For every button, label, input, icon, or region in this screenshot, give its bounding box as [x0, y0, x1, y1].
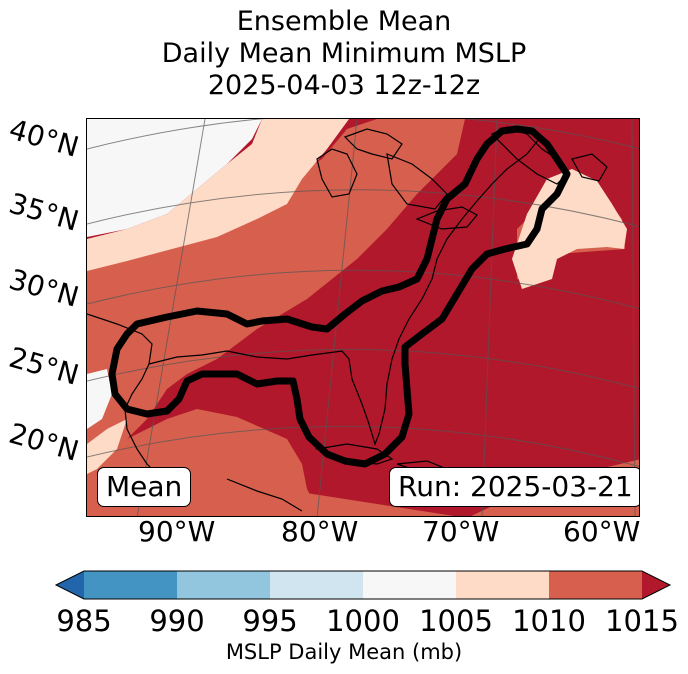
colorbar-tick-995: 995: [242, 604, 298, 638]
colorbar-tick-990: 990: [149, 604, 205, 638]
colorbar-bin-1010-1015: [549, 571, 642, 599]
mslp-contour: [108, 125, 571, 468]
mode-label: Mean: [97, 467, 192, 507]
map-panel: Mean Run: 2025-03-21: [86, 118, 640, 517]
colorbar-outline: [54, 570, 672, 600]
title-line-1: Ensemble Mean: [236, 6, 452, 37]
field-low: [87, 119, 349, 271]
lat-label-20: 20°N: [5, 416, 83, 468]
lon-label-70: 70°W: [422, 515, 500, 548]
colorbar-bin-1000-1005: [363, 571, 456, 599]
colorbar-tick-1000: 1000: [326, 604, 400, 638]
lon-label-80: 80°W: [281, 515, 359, 548]
field-very-low-sw: [87, 369, 112, 429]
field-low-sw: [87, 419, 127, 474]
colorbar: [54, 570, 672, 600]
colorbar-tick-1015: 1015: [605, 604, 679, 638]
run-label: Run: 2025-03-21: [389, 467, 639, 507]
colorbar-over-arrow: [642, 571, 670, 599]
colorbar-bin-1005-1010: [456, 571, 549, 599]
title-line-2: Daily Mean Minimum MSLP: [161, 38, 527, 69]
lat-label-35: 35°N: [5, 186, 83, 238]
lat-label-30: 30°N: [5, 262, 83, 314]
colorbar-bin-995-1000: [270, 571, 363, 599]
field-low-east: [512, 169, 627, 289]
lon-label-90: 90°W: [138, 515, 216, 548]
colorbar-under-arrow: [56, 571, 84, 599]
colorbar-tick-985: 985: [56, 604, 112, 638]
lon-label-60: 60°W: [563, 515, 641, 548]
lat-label-40: 40°N: [5, 112, 83, 164]
colorbar-tick-1005: 1005: [419, 604, 493, 638]
title-line-3: 2025-04-03 12z-12z: [207, 70, 481, 101]
map-canvas: [87, 119, 639, 516]
colorbar-bin-985-990: [84, 571, 177, 599]
field-very-low: [87, 119, 262, 237]
colorbar-bin-990-995: [177, 571, 270, 599]
lat-label-25: 25°N: [5, 340, 83, 392]
colorbar-tick-1010: 1010: [512, 604, 586, 638]
colorbar-label: MSLP Daily Mean (mb): [225, 640, 463, 664]
